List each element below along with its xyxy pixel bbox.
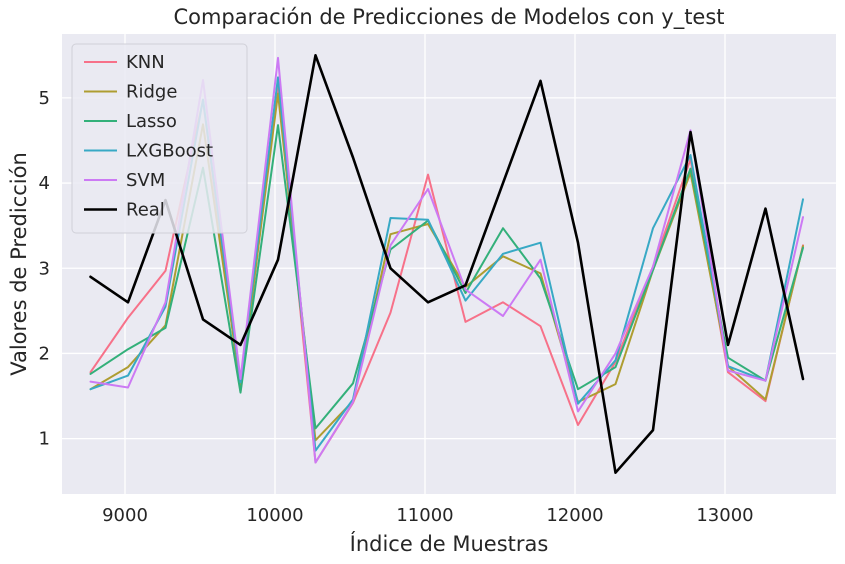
chart-title: Comparación de Predicciones de Modelos c… <box>173 5 724 30</box>
y-axis-title: Valores de Predicción <box>7 152 31 376</box>
x-tick-label: 13000 <box>696 505 753 526</box>
x-tick-label: 12000 <box>546 505 603 526</box>
y-tick-label: 2 <box>39 343 50 364</box>
legend-label: KNN <box>126 52 165 73</box>
legend: KNN Ridge Lasso LXGBoost SVM Real <box>71 43 248 234</box>
legend-label: Ridge <box>126 82 177 103</box>
y-tick-label: 3 <box>39 258 50 279</box>
x-axis-title: Índice de Muestras <box>350 531 549 556</box>
y-tick-label: 1 <box>39 429 50 450</box>
x-tick-label: 11000 <box>396 505 453 526</box>
y-tick-label: 5 <box>39 88 50 109</box>
y-tick-label: 4 <box>39 173 50 194</box>
tick-labels: 9000 10000 11000 12000 13000 1 2 3 4 5 <box>39 88 754 526</box>
legend-label: SVM <box>126 170 165 191</box>
x-tick-label: 9000 <box>102 505 148 526</box>
legend-label: Real <box>126 200 165 221</box>
legend-label: LXGBoost <box>126 141 213 162</box>
x-tick-label: 10000 <box>246 505 303 526</box>
legend-label: Lasso <box>126 111 177 132</box>
series-line-real <box>89 53 805 475</box>
